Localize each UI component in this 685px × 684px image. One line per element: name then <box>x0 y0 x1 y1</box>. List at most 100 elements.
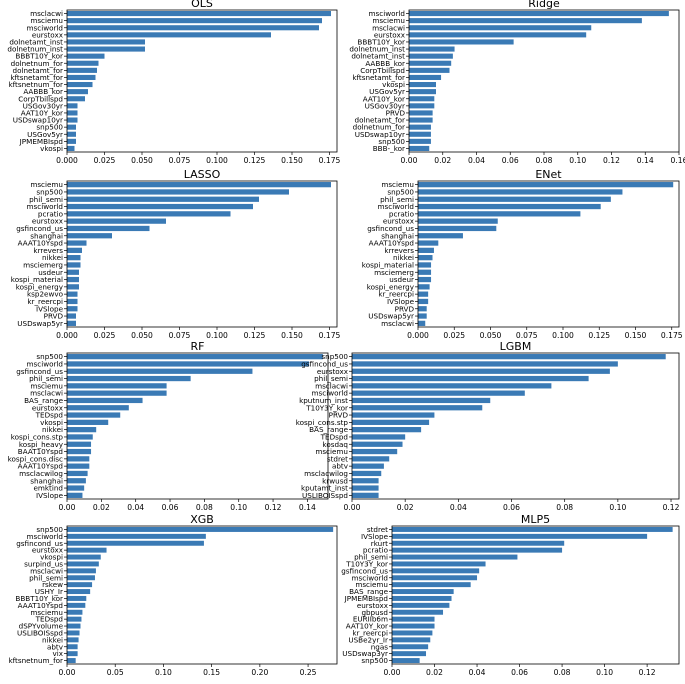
x-tick-label: 0.04 <box>127 503 144 512</box>
y-tick-label: nikkei <box>42 253 63 262</box>
bar-USLIBOISspd <box>67 630 80 636</box>
x-tick-label: 0.04 <box>469 668 486 677</box>
y-tick-label: phil_semi <box>29 374 63 383</box>
bar-snp500 <box>352 354 666 360</box>
bar-msclacwi <box>67 10 331 17</box>
bar-msclacwi <box>409 25 592 31</box>
chart-lgbm: LGBM snp500gsfincond_useurstoxxphil_semim… <box>296 340 680 512</box>
y-tick-label: usdeur <box>389 275 414 284</box>
bar-BAS_range <box>67 397 143 404</box>
bar-msciworld <box>352 390 525 396</box>
y-tick-label: eurstoxx <box>374 30 406 39</box>
y-tick-label: pcratio <box>389 209 414 218</box>
bar-AABBB_kor <box>409 60 452 66</box>
bar-kospi_cons.stp <box>352 419 430 425</box>
x-tick-label: 0.12 <box>663 503 680 512</box>
bar-kftsnetnum_for <box>67 658 76 664</box>
y-tick-label: dolnetnum_for <box>11 59 63 68</box>
bar-USGov5yr <box>409 89 436 95</box>
y-tick-label: msciworld <box>369 9 406 18</box>
bar-msclacwi <box>67 390 167 396</box>
y-tick-label: eurstoxx <box>383 217 415 226</box>
y-tick-label: vix <box>52 649 63 658</box>
bar-BBBT10Y_kor <box>409 39 514 45</box>
x-tick-label: 0.10 <box>155 668 172 677</box>
y-tick-label: dolnetamt_for <box>13 66 63 75</box>
y-tick-label: USDswap10yr <box>13 116 63 125</box>
bar-USDswap3yr <box>392 651 427 657</box>
plot-frame <box>66 180 338 328</box>
bar-dolnetnum_inst <box>67 46 145 52</box>
y-tick-label: kosdaq <box>322 440 348 449</box>
y-tick-label: krrevers <box>33 246 63 255</box>
bar-IVSlope <box>67 306 78 312</box>
bar-krrevers <box>418 247 434 253</box>
bar-gsfincond_us <box>67 225 150 232</box>
y-tick-label: kospi_energy <box>367 282 415 291</box>
y-tick-label: USLIBOISspd <box>302 491 348 500</box>
y-tick-label: BBBT10Y_kor <box>15 52 63 61</box>
y-tick-label: phil_semi <box>354 553 388 562</box>
y-tick-label: kospi_cons.stp <box>296 418 349 427</box>
plot-frame <box>408 9 680 153</box>
y-tick-label: BAS_range <box>24 396 63 405</box>
y-tick-label: snp500 <box>321 352 348 361</box>
bar-kr_reercpi <box>418 291 429 297</box>
y-tick-label: CorpTbillspd <box>360 66 405 75</box>
bar-usdeur <box>418 276 432 283</box>
y-tick-label: TEDspd <box>320 432 348 441</box>
x-tick-label: 0.06 <box>162 503 179 512</box>
y-tick-label: usdeur <box>38 268 63 277</box>
bar-AABBB_kor <box>67 89 88 95</box>
bar-kospi_energy <box>418 284 430 290</box>
chart-title: RF <box>191 340 205 353</box>
plot-frame <box>391 525 680 665</box>
bar-gsfincond_us <box>352 361 618 367</box>
y-tick-label: ksp2ewvo <box>27 290 63 299</box>
bar-kr_reercpi <box>67 298 78 305</box>
x-tick-label: 0.025 <box>94 156 116 165</box>
y-tick-label: krrevers <box>384 246 414 255</box>
x-tick-label: 0.12 <box>265 503 282 512</box>
chart-mlp5: MLP5 stdretIVSloperkurtpcratiophil_semiT1… <box>341 513 680 677</box>
y-tick-label: msciemerg <box>374 268 414 277</box>
bar-USGov30yr <box>409 103 435 109</box>
bar-USDswap5yr <box>67 320 76 326</box>
y-tick-label: msciemu <box>355 580 388 589</box>
chart-ridge: RidgemsciworldmsciemumsclacwieurstoxxBBB… <box>349 0 685 165</box>
x-tick-label: 0.00 <box>401 156 418 165</box>
y-tick-label: kospi_heavy <box>19 440 64 449</box>
y-tick-label: USHY_Ir <box>35 587 63 596</box>
bar-emktind <box>67 485 85 491</box>
bar-TEDspd <box>67 616 82 622</box>
y-tick-label: PRVD <box>329 411 349 420</box>
bar-msciworld <box>67 533 206 539</box>
y-tick-label: T10Y3Y_kor <box>345 559 388 568</box>
x-tick-label: 0.100 <box>552 331 574 340</box>
y-tick-label: dolnetamt_inst <box>9 37 63 46</box>
plot-frame <box>66 352 329 500</box>
y-tick-label: vkospi <box>40 553 63 562</box>
y-tick-label: BAAT10Yspd <box>18 447 63 456</box>
bar-phil_semi <box>418 196 611 202</box>
x-tick-label: 0.10 <box>230 503 247 512</box>
bar-IVSlope <box>418 298 429 305</box>
bar-TEDspd <box>67 412 121 418</box>
bar-AAAT10Yspd <box>418 240 439 246</box>
x-tick-label: 0.025 <box>94 331 116 340</box>
x-tick-label: 0.02 <box>93 503 110 512</box>
y-tick-label: msciworld <box>378 202 415 211</box>
bar-msciemu <box>352 448 398 455</box>
y-tick-label: kospi_material <box>11 275 63 284</box>
x-tick-label: 0.08 <box>536 156 553 165</box>
y-tick-label: dolnetnum_for <box>353 123 405 132</box>
bar-rskew <box>67 582 93 588</box>
bar-TEDspd <box>352 434 406 440</box>
y-tick-label: USGov30yr <box>365 101 405 110</box>
y-tick-label: IVSlope <box>36 304 64 313</box>
x-tick-label: 0.06 <box>511 668 528 677</box>
x-tick-label: 0.06 <box>502 156 519 165</box>
bar-PRVD <box>418 306 427 312</box>
bar-msciemu <box>67 609 83 615</box>
y-tick-label: msclacwi <box>30 566 63 575</box>
